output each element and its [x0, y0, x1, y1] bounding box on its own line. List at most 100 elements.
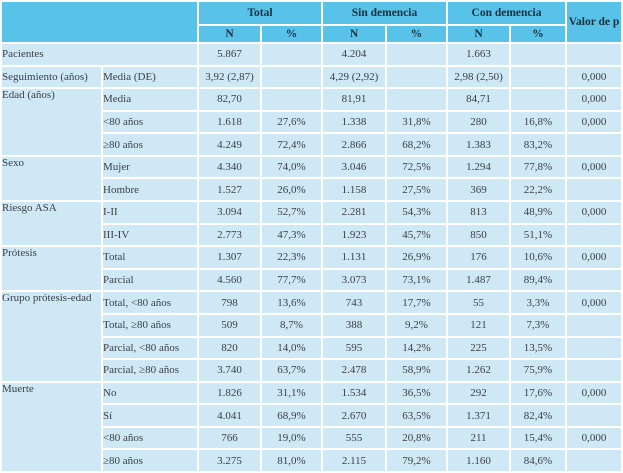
- total-n-cell: 3.740: [199, 360, 260, 381]
- sin-n-cell: 2.670: [323, 405, 386, 426]
- total-n-cell: 82,70: [199, 89, 260, 110]
- sin-n-cell: 2.281: [323, 202, 386, 223]
- p-value-cell: [567, 269, 622, 291]
- total-n-cell: 1.618: [199, 111, 260, 133]
- sin-pct-cell: 17,7%: [387, 292, 447, 313]
- sin-n-cell: 595: [323, 337, 386, 359]
- header-group-sin-demencia: Sin demencia: [323, 2, 447, 24]
- row-category: Seguimiento (años): [2, 66, 101, 88]
- sin-pct-cell: 31,8%: [387, 111, 447, 133]
- total-n-cell: 3.275: [199, 450, 260, 471]
- p-value-cell: 0,000: [567, 292, 622, 313]
- row-subcategory: Hombre: [103, 179, 197, 201]
- con-n-cell: 280: [448, 111, 510, 133]
- sin-n-cell: 1.158: [323, 179, 386, 201]
- con-n-cell: 1.371: [448, 405, 510, 426]
- sin-n-cell: 743: [323, 292, 386, 313]
- sin-pct-cell: [387, 89, 447, 110]
- total-n-cell: 2.773: [199, 224, 260, 246]
- con-pct-cell: 51,1%: [511, 224, 566, 246]
- con-n-cell: 369: [448, 179, 510, 201]
- total-pct-cell: 74,0%: [262, 156, 322, 178]
- p-value-cell: 0,000: [567, 89, 622, 110]
- sin-n-cell: 81,91: [323, 89, 386, 110]
- con-pct-cell: 22,2%: [511, 179, 566, 201]
- row-subcategory: ≥80 años: [103, 450, 197, 471]
- table-row: Muerte No 1.826 31,1% 1.534 36,5% 292 17…: [2, 382, 622, 471]
- total-n-cell: 1.307: [199, 247, 260, 268]
- total-pct-cell: 19,0%: [262, 427, 322, 449]
- p-value-cell: [567, 405, 622, 426]
- total-pct-cell: [262, 66, 322, 88]
- row-subcategory: Media: [103, 89, 197, 110]
- row-subcategory: No: [103, 382, 197, 404]
- header-row-groups: Total Sin demencia Con demencia Valor de…: [2, 2, 622, 42]
- con-pct-cell: 75,9%: [511, 360, 566, 381]
- sin-pct-cell: 14,2%: [387, 337, 447, 359]
- total-pct-cell: 8,7%: [262, 314, 322, 336]
- total-pct-cell: [262, 44, 322, 65]
- header-corner-cell: [2, 2, 197, 42]
- header-group-total: Total: [199, 2, 322, 24]
- row-subcategory: Total, ≥80 años: [103, 314, 197, 336]
- con-n-cell: 1.262: [448, 360, 510, 381]
- row-subcategory: Sí: [103, 405, 197, 426]
- con-pct-cell: 15,4%: [511, 427, 566, 449]
- con-n-cell: 1.383: [448, 134, 510, 155]
- con-n-cell: 1.663: [448, 44, 510, 65]
- con-pct-cell: 77,8%: [511, 156, 566, 178]
- con-n-cell: 84,71: [448, 89, 510, 110]
- total-n-cell: 4.340: [199, 156, 260, 178]
- total-n-cell: 3,92 (2,87): [199, 66, 260, 88]
- sin-n-cell: 4,29 (2,92): [323, 66, 386, 88]
- table-row: ≥80 años 3.275 81,0% 2.115 79,2% 1.160 8…: [2, 450, 622, 471]
- sin-pct-cell: 68,2%: [387, 134, 447, 155]
- sin-pct-cell: 79,2%: [387, 450, 447, 471]
- header-con-pct: %: [511, 26, 566, 42]
- sin-n-cell: 1.131: [323, 247, 386, 268]
- total-pct-cell: 63,7%: [262, 360, 322, 381]
- con-n-cell: 121: [448, 314, 510, 336]
- header-con-n: N: [448, 26, 510, 42]
- table-row: <80 años 766 19,0% 555 20,8% 211 15,4% 0…: [2, 427, 622, 449]
- header-sin-n: N: [323, 26, 386, 42]
- row-subcategory: III-IV: [103, 224, 197, 246]
- con-pct-cell: 3,3%: [511, 292, 566, 313]
- total-n-cell: 5.867: [199, 44, 260, 65]
- total-pct-cell: 52,7%: [262, 202, 322, 223]
- p-value-cell: 0,000: [567, 382, 622, 404]
- con-n-cell: 292: [448, 382, 510, 404]
- table-row: Riesgo ASA I-II 3.094 52,7% 2.281 54,3% …: [2, 202, 622, 246]
- row-subcategory: Parcial: [103, 269, 197, 291]
- con-pct-cell: 13,5%: [511, 337, 566, 359]
- total-pct-cell: 68,9%: [262, 405, 322, 426]
- con-pct-cell: 17,6%: [511, 382, 566, 404]
- total-pct-cell: [262, 89, 322, 110]
- row-category: Pacientes: [2, 44, 197, 65]
- total-pct-cell: 27,6%: [262, 111, 322, 133]
- sin-n-cell: 388: [323, 314, 386, 336]
- sin-n-cell: 2.115: [323, 450, 386, 471]
- row-category: Prótesis: [2, 247, 101, 291]
- total-pct-cell: 72,4%: [262, 134, 322, 155]
- table-row: Sí 4.041 68,9% 2.670 63,5% 1.371 82,4%: [2, 405, 622, 426]
- sin-pct-cell: 72,5%: [387, 156, 447, 178]
- total-n-cell: 4.041: [199, 405, 260, 426]
- table-row: Pacientes 5.867 4.204 1.663: [2, 44, 622, 65]
- sin-pct-cell: 9,2%: [387, 314, 447, 336]
- row-subcategory: <80 años: [103, 111, 197, 133]
- total-n-cell: 4.560: [199, 269, 260, 291]
- total-n-cell: 1.527: [199, 179, 260, 201]
- total-pct-cell: 26,0%: [262, 179, 322, 201]
- sin-n-cell: 555: [323, 427, 386, 449]
- header-valor-de-p: Valor de p: [567, 2, 622, 42]
- con-pct-cell: 10,6%: [511, 247, 566, 268]
- p-value-cell: 0,000: [567, 427, 622, 449]
- p-value-cell: [567, 450, 622, 471]
- p-value-cell: [567, 44, 622, 65]
- row-subcategory: Mujer: [103, 156, 197, 178]
- sin-pct-cell: 20,8%: [387, 427, 447, 449]
- total-n-cell: 798: [199, 292, 260, 313]
- header-sin-pct: %: [387, 26, 447, 42]
